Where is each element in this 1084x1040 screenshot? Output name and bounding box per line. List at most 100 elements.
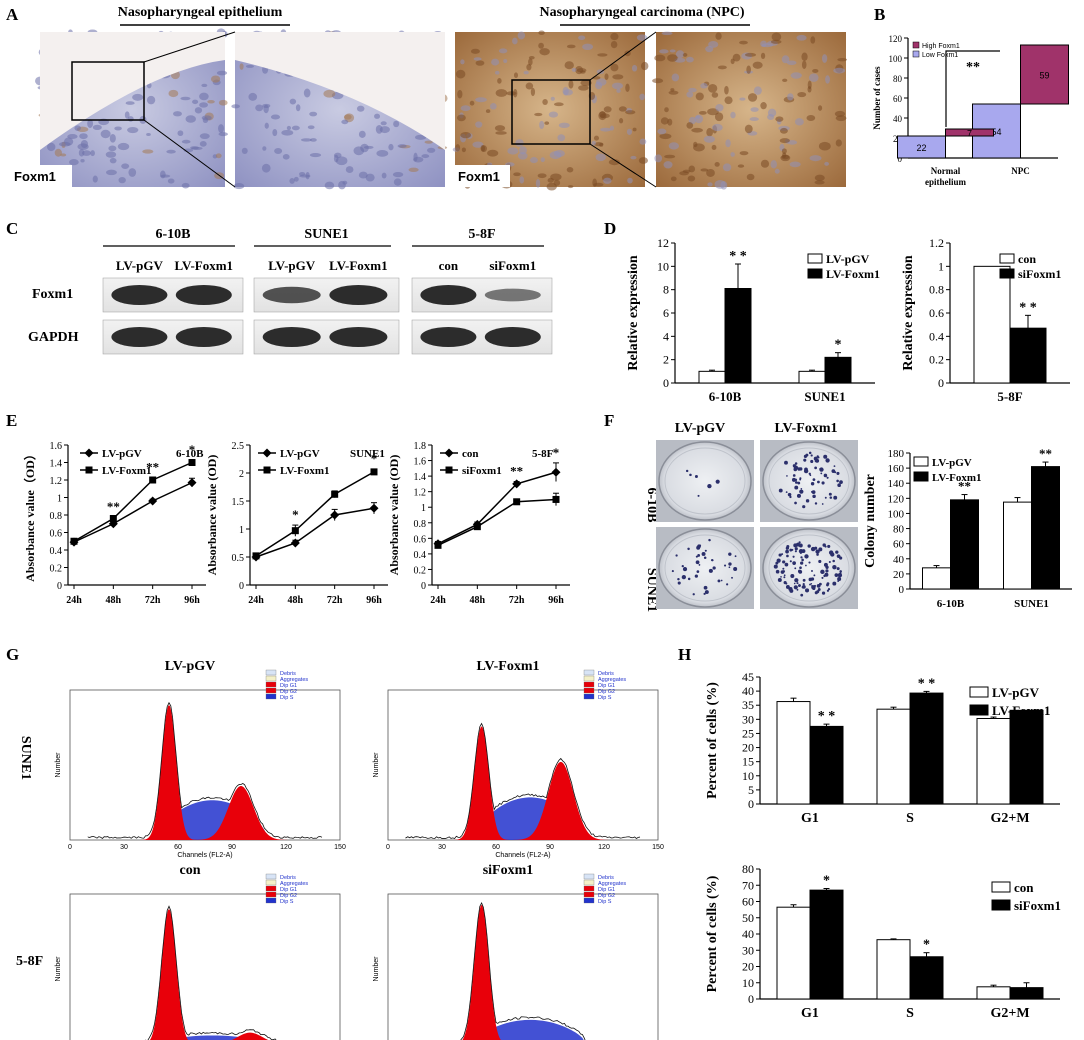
cell-nucleus [241, 147, 248, 154]
cell-nucleus [46, 142, 56, 152]
cell-nucleus [595, 78, 607, 86]
series-line [73, 481, 193, 543]
cell-nucleus [654, 54, 666, 62]
legend-swatch [265, 891, 277, 898]
series-line [437, 498, 557, 547]
flow-plot-frame [69, 893, 341, 1040]
chart-h2: 0 10 20 30 40 50 60 70 80 * * G1 S G2+M Percent of cel… [705, 862, 1061, 1021]
cell-nucleus [797, 91, 807, 98]
lane-label: con [439, 258, 459, 273]
cell-nucleus [593, 182, 604, 187]
histogram-outline [405, 722, 641, 839]
cell-nucleus [80, 158, 85, 163]
legend-marker [85, 466, 93, 474]
colony [789, 495, 792, 499]
cell-nucleus [790, 72, 802, 79]
y-tick-label: 120 [888, 493, 905, 505]
colony [812, 494, 816, 499]
colony [671, 570, 674, 573]
flow-x-tick: 60 [492, 844, 500, 851]
data-point [109, 515, 117, 522]
zoom-box [511, 79, 591, 145]
cell-nucleus [470, 48, 480, 54]
colony [810, 459, 814, 464]
cell-nucleus [711, 92, 719, 98]
cell-nucleus [475, 60, 485, 66]
colony [704, 549, 707, 552]
cell-nucleus [457, 89, 463, 99]
ihc-left-title: Nasopharyngeal epithelium [118, 5, 283, 20]
colony [833, 465, 836, 468]
flow-x-label: Channels (FL2-A) [177, 852, 232, 859]
cell-nucleus [201, 83, 208, 88]
data-point [434, 541, 442, 549]
cell-nucleus [341, 119, 349, 125]
y-tick-label: 0.6 [414, 534, 427, 545]
x-category-label: SUNE1 [804, 389, 845, 404]
series-line [255, 471, 375, 557]
colony [775, 569, 780, 574]
x-category-label: epithelium [925, 177, 967, 187]
cell-nucleus [487, 162, 493, 166]
cell-nucleus [523, 70, 529, 75]
colony [811, 585, 816, 590]
colony [799, 467, 803, 471]
legend-label: Dip G2 [280, 893, 297, 899]
colony [816, 455, 819, 458]
cell-nucleus [604, 73, 609, 80]
y-tick-label: 15 [742, 755, 754, 769]
colony [832, 565, 837, 570]
cell-nucleus [87, 119, 94, 128]
cell-nucleus [752, 61, 763, 69]
data-point [187, 478, 197, 488]
y-axis-label: Relative expression [901, 255, 916, 370]
colony [694, 574, 698, 578]
colony [802, 583, 805, 586]
cell-nucleus [300, 138, 312, 142]
cell-nucleus [118, 176, 126, 184]
cell-nucleus [724, 85, 729, 95]
cell-nucleus [519, 176, 525, 184]
legend-swatch [583, 681, 595, 688]
cell-nucleus [542, 98, 548, 105]
panel-letter-c: C [6, 219, 18, 238]
legend-label: Dip S [280, 899, 294, 905]
colony [802, 578, 806, 582]
cell-nucleus [699, 110, 707, 115]
colony [734, 555, 737, 558]
cell-nucleus [821, 54, 828, 63]
cell-nucleus [503, 58, 508, 64]
cell-nucleus [801, 60, 807, 69]
cell-nucleus [345, 166, 354, 173]
legend-swatch [583, 693, 595, 700]
colony [696, 545, 701, 550]
dish-row-label: 6-10B [644, 488, 659, 523]
legend-swatch [969, 704, 989, 716]
colony [832, 581, 837, 586]
cell-nucleus [261, 163, 271, 173]
cell-nucleus [255, 104, 264, 112]
x-tick-label: 24h [430, 595, 446, 606]
legend-swatch [583, 675, 595, 682]
colony [794, 462, 798, 465]
cell-nucleus [700, 83, 708, 89]
panel-letter-e: E [6, 411, 17, 430]
cell-nucleus [494, 70, 500, 75]
dip-g1-peak [149, 909, 189, 1040]
colony [710, 558, 714, 562]
x-category-label: G1 [801, 811, 819, 826]
colony [778, 488, 783, 493]
bar [976, 986, 1011, 1000]
cell-nucleus [495, 131, 507, 135]
cell-nucleus [568, 80, 574, 89]
bar [897, 135, 946, 159]
cell-nucleus [593, 135, 600, 141]
cell-nucleus [711, 144, 717, 151]
cell-nucleus [132, 93, 144, 101]
cell-nucleus [717, 65, 727, 70]
y-tick-label: 80 [742, 862, 754, 876]
